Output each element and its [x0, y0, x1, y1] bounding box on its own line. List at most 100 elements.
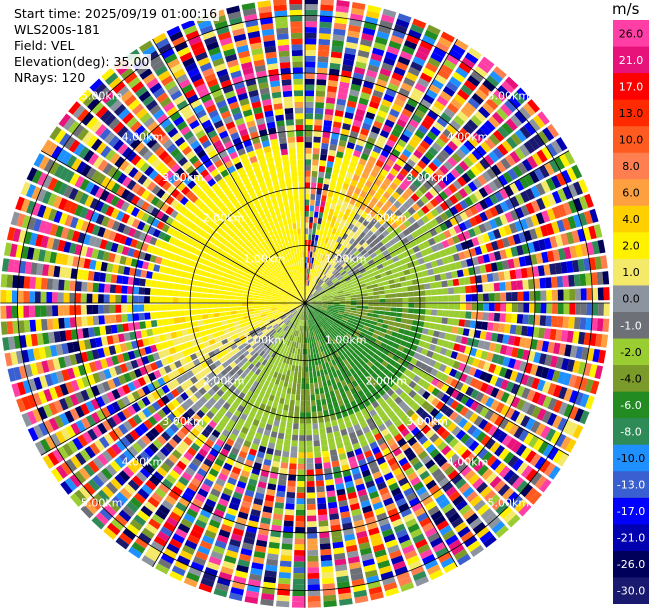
range-gate [417, 243, 426, 251]
range-gate [436, 390, 445, 400]
range-gate [354, 259, 361, 266]
range-gate [382, 124, 393, 134]
range-gate [503, 420, 515, 433]
range-gate [402, 335, 409, 342]
range-gate [507, 168, 518, 181]
range-gate [190, 298, 196, 303]
range-gate [306, 440, 313, 447]
range-gate [431, 142, 443, 153]
range-gate [453, 224, 462, 234]
range-gate [296, 354, 300, 361]
range-gate [351, 2, 366, 10]
range-gate [372, 89, 384, 99]
range-gate [283, 520, 294, 527]
range-gate [410, 357, 418, 366]
range-gate [204, 324, 211, 330]
range-gate [323, 183, 329, 191]
range-gate [326, 264, 332, 271]
range-gate [525, 188, 536, 201]
range-gate [513, 426, 525, 439]
range-gate [321, 398, 327, 406]
range-gate [328, 184, 336, 192]
range-gate [201, 303, 208, 309]
range-gate [559, 153, 571, 168]
range-gate [516, 385, 526, 397]
range-gate [323, 316, 329, 321]
range-gate [317, 376, 322, 383]
range-gate [410, 193, 420, 202]
range-gate [145, 320, 152, 329]
range-gate [75, 305, 82, 315]
range-gate [109, 294, 116, 303]
range-gate [430, 198, 439, 208]
range-gate [408, 349, 416, 357]
range-gate [105, 325, 112, 335]
range-gate [507, 335, 516, 346]
range-gate [310, 354, 314, 361]
range-gate [162, 281, 169, 289]
range-gate [399, 133, 410, 143]
range-gate [462, 421, 473, 432]
range-gate [425, 335, 433, 343]
range-gate [450, 98, 463, 110]
range-gate [307, 509, 317, 516]
range-gate [447, 103, 459, 114]
range-gate [308, 280, 311, 287]
range-gate [377, 252, 385, 260]
range-gate [343, 326, 350, 331]
range-gate [367, 295, 374, 300]
range-gate [423, 255, 431, 263]
range-gate [377, 357, 385, 364]
range-gate [424, 151, 435, 161]
range-gate [320, 393, 326, 400]
range-gate [202, 282, 210, 288]
range-gate [301, 383, 305, 390]
range-gate [270, 299, 277, 302]
range-gate [379, 168, 389, 177]
range-gate [484, 196, 494, 208]
range-gate [293, 555, 305, 562]
range-gate [510, 410, 521, 422]
range-gate [306, 452, 314, 459]
range-gate [339, 303, 346, 305]
range-gate [285, 497, 295, 504]
range-gate [241, 306, 248, 310]
range-gate [315, 258, 319, 265]
range-gate [332, 309, 339, 312]
range-gate [373, 303, 380, 307]
range-gate [316, 305, 322, 308]
range-gate [321, 254, 326, 261]
range-gate [414, 297, 420, 302]
range-gate [343, 153, 352, 161]
range-gate [415, 227, 424, 236]
range-gate [439, 149, 450, 160]
range-gate [493, 89, 507, 102]
range-gate [337, 145, 346, 153]
range-gate [197, 320, 204, 326]
range-gate [325, 270, 330, 276]
range-gate [315, 96, 325, 103]
range-gate [319, 160, 327, 167]
range-gate [325, 256, 331, 263]
range-gate [330, 276, 336, 281]
range-gate [305, 251, 308, 257]
range-gate [463, 140, 475, 152]
range-gate [529, 364, 539, 376]
range-gate [290, 451, 298, 458]
range-gate [345, 106, 356, 114]
range-gate [242, 309, 249, 313]
range-gate [398, 271, 405, 277]
range-gate [294, 411, 300, 418]
range-gate [310, 301, 317, 303]
range-gate [442, 340, 450, 348]
range-gate [489, 375, 499, 386]
range-gate [500, 103, 513, 117]
range-gate [327, 305, 334, 308]
range-gate [546, 143, 558, 157]
range-gate [355, 311, 362, 315]
range-gate [477, 255, 485, 265]
range-gate [555, 329, 563, 342]
range-gate [311, 289, 316, 294]
range-gate [318, 288, 324, 293]
range-gate [349, 289, 356, 293]
